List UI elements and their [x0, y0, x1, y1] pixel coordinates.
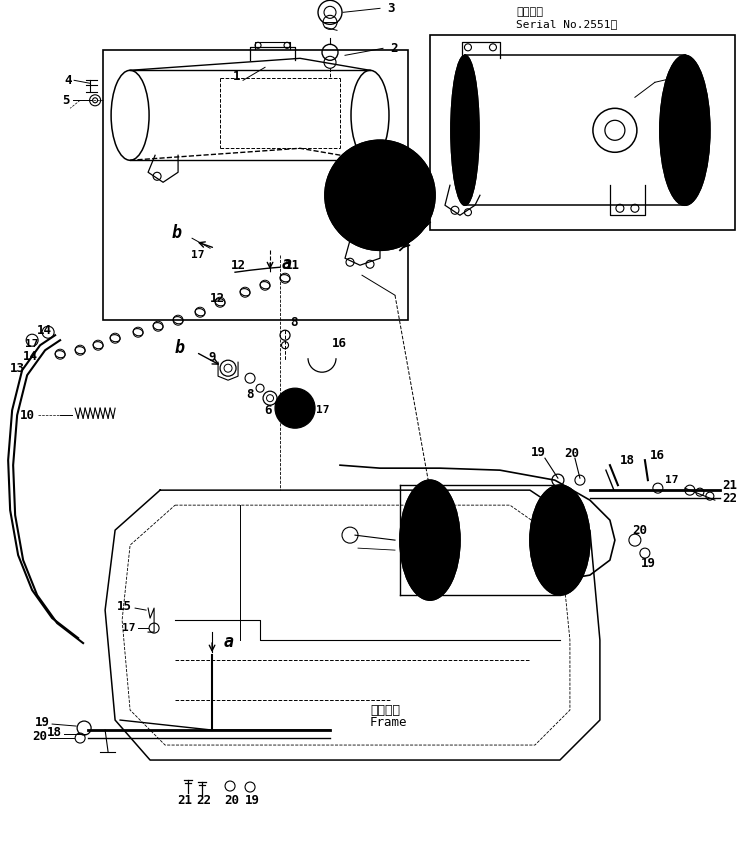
Text: 18: 18	[47, 726, 62, 739]
Text: 21: 21	[722, 478, 737, 491]
Text: 1: 1	[692, 69, 700, 82]
Text: オイルタンク: オイルタンク	[410, 530, 451, 540]
Text: 8: 8	[246, 388, 254, 401]
Text: 8: 8	[290, 316, 298, 329]
Text: 13: 13	[10, 362, 25, 375]
Text: a: a	[224, 633, 234, 651]
Text: 15: 15	[117, 600, 132, 613]
Text: Oil Tank: Oil Tank	[403, 543, 457, 553]
Text: 11: 11	[285, 259, 300, 272]
Text: 3: 3	[387, 2, 394, 15]
Text: 6: 6	[265, 404, 272, 417]
Text: 9: 9	[208, 351, 216, 364]
Text: 21: 21	[178, 793, 193, 806]
Text: 7: 7	[300, 414, 308, 427]
Ellipse shape	[400, 480, 460, 600]
Text: 20: 20	[32, 729, 47, 742]
Text: 17: 17	[316, 405, 330, 415]
Text: 17: 17	[191, 250, 205, 260]
Text: フレーム: フレーム	[370, 704, 400, 717]
Text: 19: 19	[245, 793, 259, 806]
Text: 19: 19	[35, 715, 50, 728]
Text: 5: 5	[63, 94, 70, 107]
Text: 17: 17	[665, 475, 678, 485]
Text: 20: 20	[225, 793, 239, 806]
Text: b: b	[172, 224, 182, 242]
Text: 17: 17	[24, 339, 38, 349]
Text: 19: 19	[531, 445, 545, 458]
Ellipse shape	[530, 485, 590, 595]
Ellipse shape	[660, 56, 710, 205]
Text: a: a	[282, 255, 292, 273]
Text: 14: 14	[37, 324, 52, 337]
Ellipse shape	[451, 56, 479, 205]
Text: 22: 22	[722, 491, 737, 504]
Circle shape	[275, 388, 315, 428]
Bar	[430, 36, 735, 230]
Text: 16: 16	[332, 337, 347, 350]
Text: 12: 12	[230, 259, 245, 272]
Circle shape	[325, 141, 435, 250]
Text: 12: 12	[210, 292, 225, 305]
Text: 4: 4	[64, 74, 72, 87]
Text: 10: 10	[20, 409, 35, 422]
Text: 2: 2	[390, 42, 397, 55]
Text: Serial No.2551～: Serial No.2551～	[516, 19, 617, 30]
Text: 22: 22	[196, 793, 212, 806]
Text: 14: 14	[23, 350, 38, 363]
Text: Frame: Frame	[370, 715, 408, 728]
Bar	[103, 50, 408, 320]
Text: 20: 20	[565, 447, 579, 460]
Text: 18: 18	[620, 454, 635, 467]
Text: 16: 16	[650, 449, 665, 462]
Text: b: b	[175, 339, 185, 358]
Text: 20: 20	[632, 523, 648, 536]
Text: 17: 17	[122, 623, 135, 633]
Text: 1: 1	[233, 69, 240, 82]
Text: 19: 19	[640, 556, 655, 569]
Text: 適用号機: 適用号機	[516, 7, 543, 17]
